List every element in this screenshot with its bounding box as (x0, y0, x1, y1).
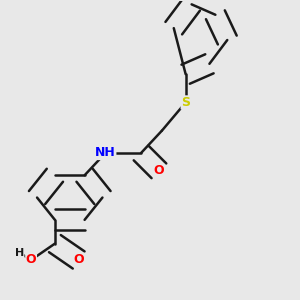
Text: O: O (74, 254, 84, 266)
Text: H: H (15, 248, 24, 257)
Text: O: O (26, 254, 36, 266)
Text: O: O (154, 164, 164, 177)
Text: S: S (181, 96, 190, 109)
Text: NH: NH (95, 146, 116, 160)
